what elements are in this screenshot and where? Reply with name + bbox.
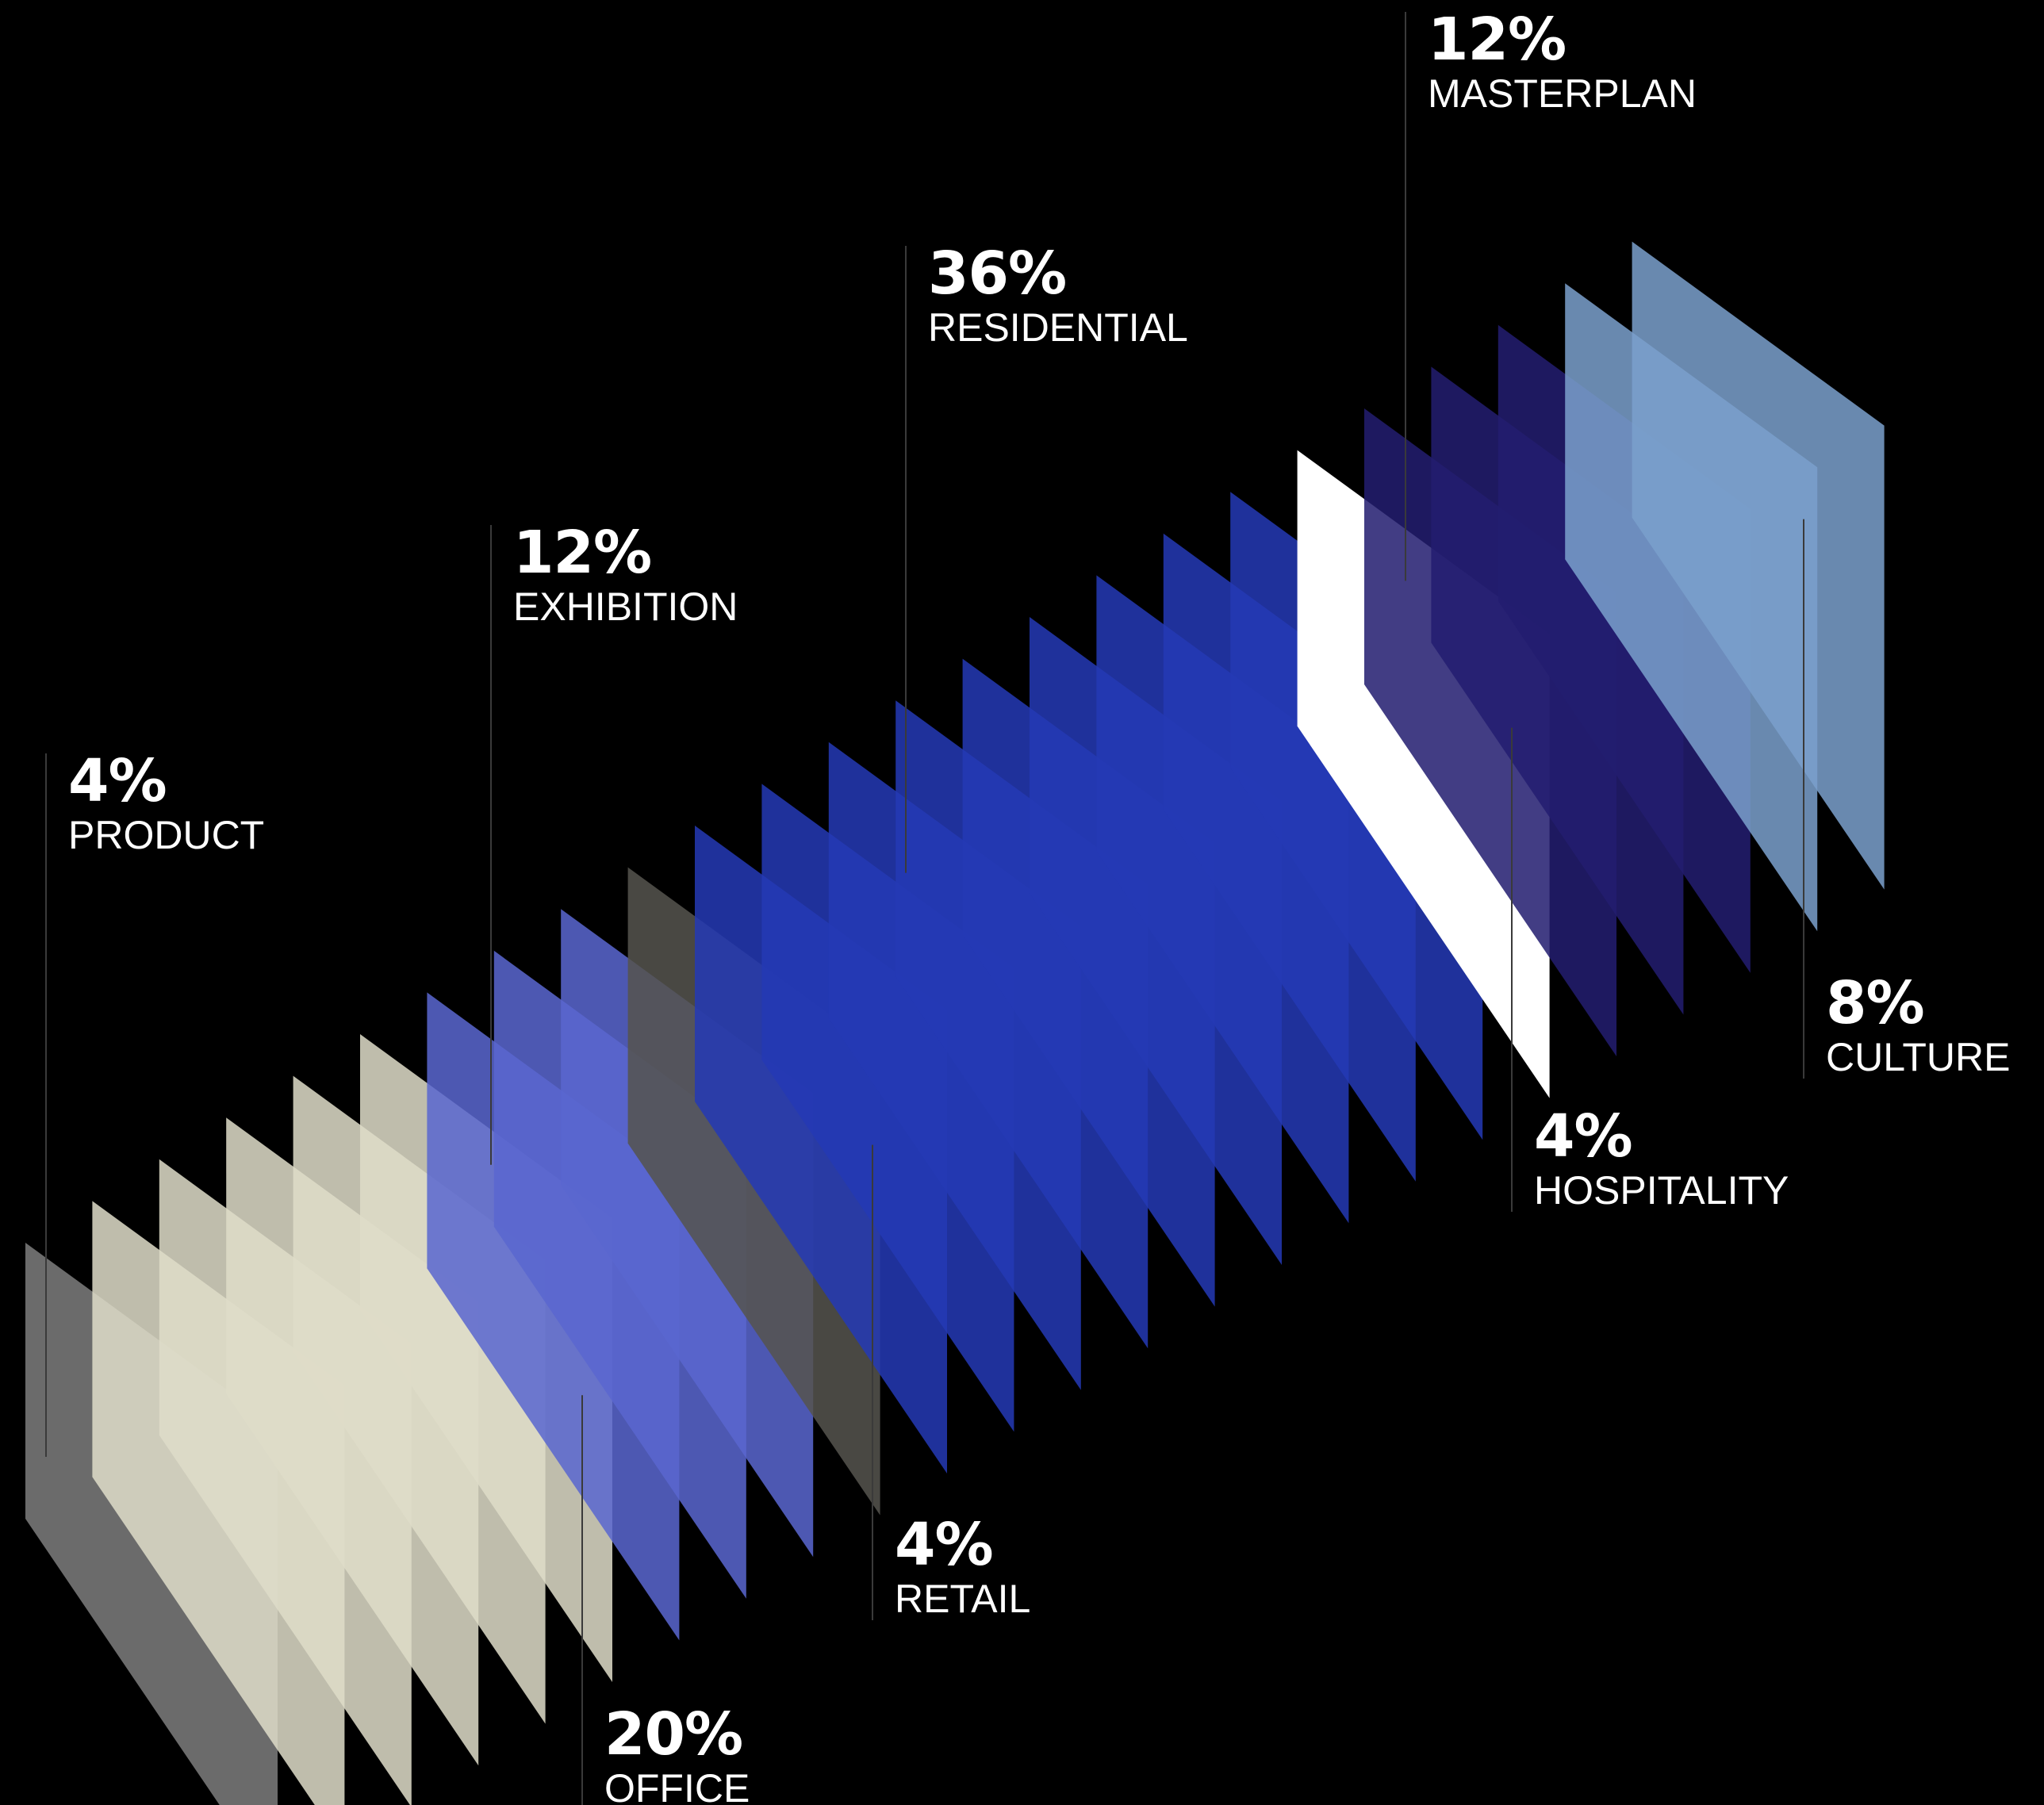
category-label-retail: RETAIL [895, 1577, 1030, 1621]
value-label-masterplan: 12% [1428, 6, 1566, 74]
category-label-masterplan: MASTERPLAN [1428, 71, 1697, 116]
category-label-office: OFFICE [604, 1766, 750, 1805]
category-label-product: PRODUCT [68, 813, 264, 857]
value-label-exhibition: 12% [513, 519, 651, 587]
value-label-culture: 8% [1826, 969, 1924, 1037]
value-label-residential: 36% [928, 240, 1066, 308]
value-label-retail: 4% [895, 1511, 993, 1579]
layer-group [25, 241, 1885, 1805]
value-label-product: 4% [68, 747, 167, 815]
leader-lines [45, 12, 1804, 1805]
category-label-residential: RESIDENTIAL [928, 305, 1188, 350]
category-label-exhibition: EXHIBITION [513, 584, 738, 629]
category-label-culture: CULTURE [1826, 1035, 2010, 1079]
value-label-hospitality: 4% [1534, 1102, 1632, 1171]
layer-culture-2 [1632, 241, 1885, 890]
label-group: 4%PRODUCT20%OFFICE12%EXHIBITION4%RETAIL3… [68, 6, 2010, 1805]
value-label-office: 20% [604, 1700, 742, 1769]
category-label-hospitality: HOSPITALITY [1534, 1168, 1789, 1213]
